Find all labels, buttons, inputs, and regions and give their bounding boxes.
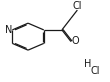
Text: H: H (84, 59, 92, 69)
Text: O: O (71, 36, 79, 46)
Text: Cl: Cl (73, 1, 82, 11)
Text: N: N (5, 25, 12, 35)
Text: Cl: Cl (91, 66, 100, 76)
